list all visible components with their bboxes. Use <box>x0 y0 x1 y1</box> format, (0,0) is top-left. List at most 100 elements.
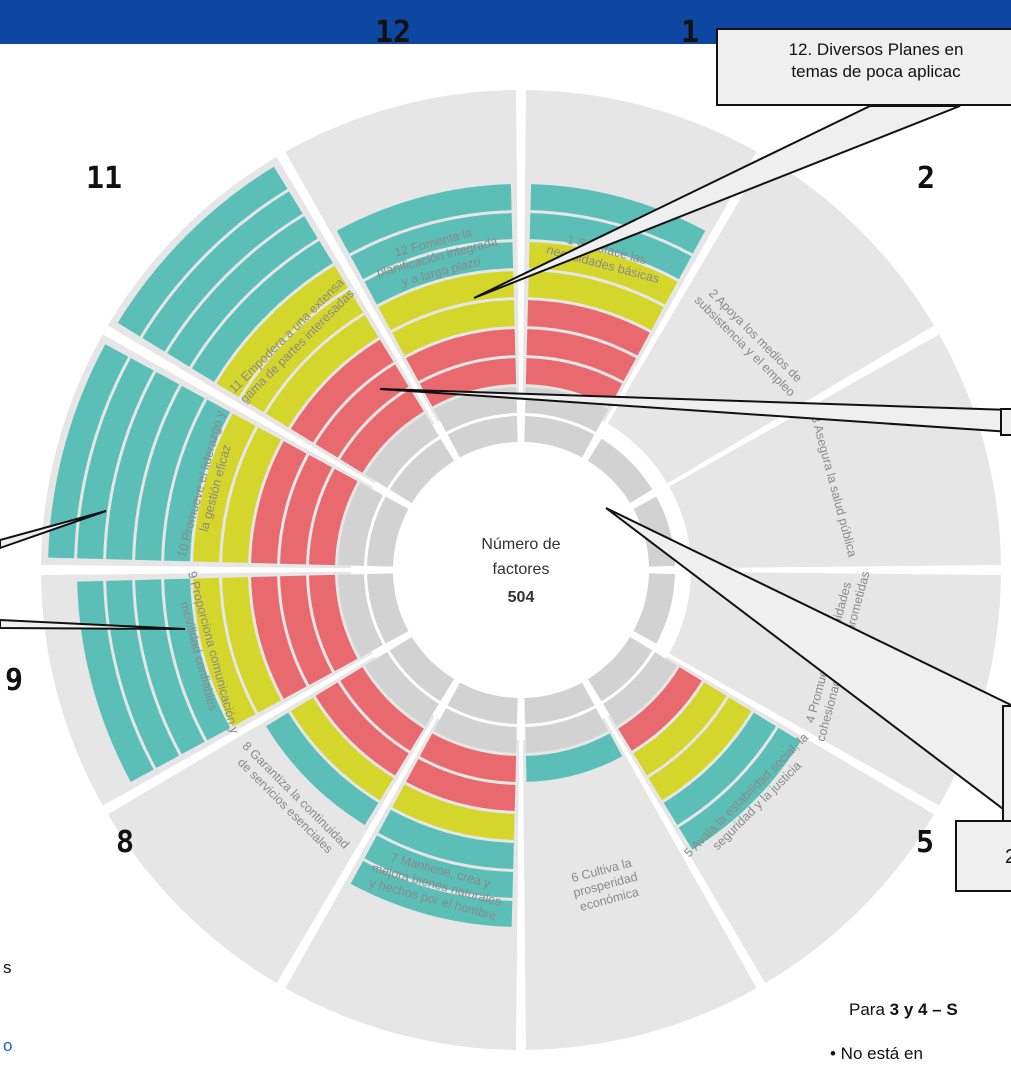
factor-band-teal <box>266 712 379 825</box>
factor-band-teal <box>364 242 514 305</box>
factor-band-red <box>251 441 307 564</box>
callout-main-line1: 12. Diversos Planes en <box>788 40 964 59</box>
factor-band-gray <box>364 652 439 727</box>
footer-paragraph: Para 3 y 4 – S <box>849 1000 958 1020</box>
factor-band-red <box>527 300 650 356</box>
factor-band-teal <box>678 727 801 850</box>
factor-band-gray <box>587 438 653 504</box>
factor-band-teal <box>529 213 692 280</box>
factor-band-gray <box>389 636 455 702</box>
factor-band-red <box>340 389 424 473</box>
factor-band-teal <box>117 166 288 337</box>
factor-band-teal <box>106 371 180 560</box>
callout-mid <box>1000 408 1011 436</box>
factor-band-gray <box>338 574 384 658</box>
callout-main: 12. Diversos Planes en temas de poca apl… <box>716 28 1011 106</box>
factor-band-teal <box>663 712 776 825</box>
factor-band-gray <box>367 573 409 644</box>
factor-band-yellow <box>392 300 515 356</box>
factor-band-gray <box>525 707 609 753</box>
factor-band-yellow <box>528 271 664 331</box>
factor-band-teal <box>350 213 513 280</box>
factor-band-gray <box>433 387 517 433</box>
factor-band-red <box>419 733 517 782</box>
factor-band-red <box>290 339 394 443</box>
factor-band-teal <box>164 578 231 741</box>
factor-band-teal <box>350 860 513 927</box>
factor-band-gray <box>447 416 518 458</box>
callout-pointer-5 <box>0 618 186 630</box>
center-title-line2: factores <box>493 561 550 578</box>
callout-low-2: 2 <box>955 820 1011 892</box>
center-total: 504 <box>508 589 535 606</box>
factor-band-gray <box>338 482 384 566</box>
callout-pointer-2 <box>379 388 1011 434</box>
factor-band-gray <box>633 573 675 644</box>
factor-band-gray <box>367 496 409 567</box>
factor-band-red <box>618 667 702 751</box>
factor-band-gray <box>389 438 455 504</box>
factor-band-red <box>280 455 333 565</box>
factor-band-red <box>406 329 516 382</box>
factor-band-teal <box>364 835 514 898</box>
label-ring-sector-4 <box>669 571 1001 806</box>
factor-band-red <box>251 576 307 699</box>
factor-band-gray <box>447 682 518 724</box>
factor-band-yellow <box>222 577 282 713</box>
factor-band-red <box>309 468 358 566</box>
segment-number-9: 9 <box>5 663 23 698</box>
label-ring-sector-6 <box>522 718 757 1050</box>
factor-band-yellow <box>216 265 349 398</box>
factor-band-yellow <box>193 577 256 727</box>
factor-band-gray <box>524 682 595 724</box>
factor-band-gray <box>433 707 517 753</box>
factor-band-teal <box>135 385 205 561</box>
segment-number-2: 2 <box>917 161 935 196</box>
callout-pointer-4 <box>0 510 107 550</box>
factor-band-yellow <box>193 413 256 563</box>
factor-band-yellow <box>392 784 515 840</box>
factor-band-red <box>309 574 358 672</box>
factor-band-red <box>280 575 333 685</box>
segment-number-5: 5 <box>916 825 934 860</box>
factor-band-gray <box>524 416 595 458</box>
footer-para-bold: 3 y 4 – S <box>889 1000 958 1019</box>
factor-band-teal <box>77 580 154 782</box>
factor-band-yellow <box>290 697 394 801</box>
factor-band-teal <box>142 191 303 352</box>
segment-number-8: 8 <box>116 825 134 860</box>
footer-para-prefix: Para <box>849 1000 890 1019</box>
factor-band-teal <box>167 216 318 367</box>
factor-band-yellow <box>222 427 282 563</box>
factor-band-teal <box>525 733 623 782</box>
factor-band-teal <box>77 358 154 560</box>
center-title-line1: Número de <box>481 536 560 553</box>
factor-band-red <box>406 758 516 811</box>
factor-band-gray <box>603 652 678 727</box>
callout-low-2-text: 2 <box>1005 846 1011 868</box>
factor-band-yellow <box>633 682 727 776</box>
left-fragment-o: o <box>3 1036 13 1055</box>
factor-band-red <box>419 358 517 407</box>
callout-pointer-1 <box>473 105 961 299</box>
footer-bullet: • No está en <box>830 1044 923 1063</box>
factor-band-red <box>525 358 623 407</box>
factor-band-teal <box>135 579 205 755</box>
factor-band-red <box>340 667 424 751</box>
factor-band-red <box>526 329 636 382</box>
factor-band-teal <box>530 184 706 254</box>
callout-main-line2: temas de poca aplicac <box>791 62 961 81</box>
callout-low-1 <box>1002 705 1011 825</box>
segment-number-11: 11 <box>86 161 122 196</box>
factor-band-yellow <box>378 271 514 331</box>
segment-number-1: 1 <box>681 15 699 50</box>
factor-band-red <box>315 364 409 458</box>
factor-band-teal <box>191 240 333 382</box>
factor-band-teal <box>336 184 512 254</box>
factor-band-teal <box>164 399 231 562</box>
factor-band-red <box>315 682 409 776</box>
factor-band-gray <box>587 636 653 702</box>
label-ring-sector-3 <box>669 334 1001 569</box>
factor-band-yellow <box>648 697 752 801</box>
left-fragment-s: s <box>3 958 12 977</box>
